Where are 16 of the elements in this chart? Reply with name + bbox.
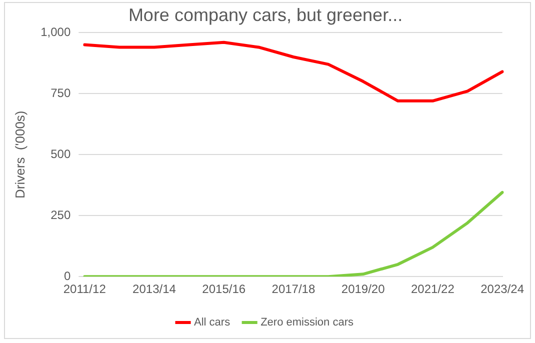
y-tick-label: 500 — [50, 146, 71, 161]
x-tick-label: 2017/18 — [272, 282, 316, 296]
y-tick-label: 250 — [50, 208, 71, 222]
x-tick-label: 2011/12 — [63, 282, 106, 296]
legend-label: All cars — [194, 316, 231, 329]
x-tick-label: 2021/22 — [411, 282, 455, 296]
chart-title: More company cars, but greener... — [128, 4, 403, 25]
x-tick-label: 2013/14 — [132, 282, 176, 296]
x-tick-label: 2015/16 — [202, 282, 246, 296]
y-tick-label: 750 — [50, 86, 71, 100]
x-tick-label: 2019/20 — [341, 282, 386, 296]
y-tick-label: 1,000 — [40, 24, 71, 39]
y-axis-title: Drivers ('000s) — [12, 110, 28, 198]
legend-label: Zero emission cars — [260, 316, 354, 329]
y-tick-label: 0 — [64, 268, 71, 283]
x-tick-label: 2023/24 — [480, 282, 524, 296]
